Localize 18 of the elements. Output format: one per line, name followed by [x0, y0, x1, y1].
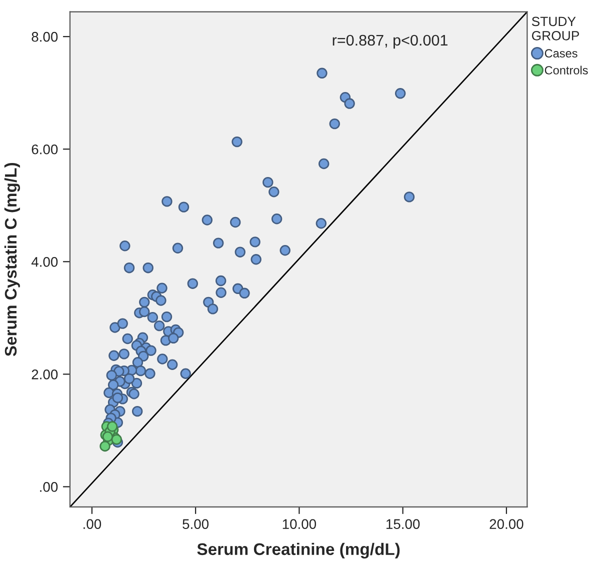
point: [102, 431, 114, 442]
y-axis-title: Serum Cystatin C (mg/L): [4, 162, 20, 356]
x-tick-label: .00: [84, 519, 102, 529]
y-tick-label: 6.00: [32, 144, 58, 154]
y-tick-label: 4.00: [31, 256, 58, 267]
y-tick-label: 8.00: [32, 32, 58, 42]
y-tick-label: 2.00: [32, 370, 58, 380]
legend-title: STUDY GROUP: [532, 16, 580, 40]
legend-label: Cases: [544, 49, 578, 58]
y-tick-label: .00: [40, 482, 58, 492]
x-axis-title: Serum Creatinine (mg/dL): [197, 542, 400, 558]
x-tick-label: 10.00: [282, 519, 316, 529]
annotation: r=0.887, p<0.001: [332, 34, 448, 49]
point: [100, 440, 110, 452]
x-tick-label: 20.00: [490, 519, 524, 529]
x-tick-label: 5.00: [182, 519, 209, 529]
legend-label: Controls: [544, 66, 588, 74]
x-tick-label: 15.00: [386, 519, 420, 529]
